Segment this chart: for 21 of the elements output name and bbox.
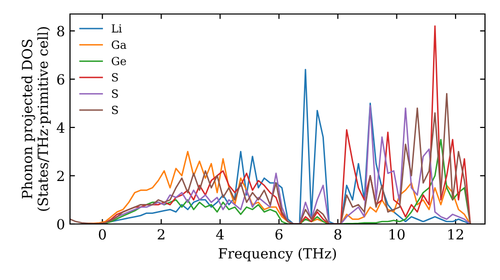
y-tick-label: 6 [57,74,64,85]
legend-label: Li [112,24,122,32]
x-tick-label: 12 [448,229,464,240]
legend-label: S [112,89,118,98]
x-tick-label: 6 [275,229,283,240]
y-tick-label: 8 [57,26,64,36]
x-tick-label: 0 [98,229,106,240]
x-tick-label: 2 [158,229,164,240]
x-tick-label: 4 [216,229,224,240]
x-tick-label: 8 [334,229,342,240]
y-tick-label: 2 [57,170,64,181]
legend-label: Ge [112,56,126,66]
y-tick-label: 4 [56,122,64,133]
y-tick-label: 0 [57,218,64,230]
legend-label: S [112,106,118,114]
x-axis-title: Frequency (THz) [218,248,336,262]
y-axis-title: Phonon projected DOS (States/THz·primitive cell) [22,27,51,211]
legend-label: Ga [112,40,126,49]
line-series [104,138,471,224]
x-tick-label: 10 [390,229,405,240]
legend-label: S [112,73,118,82]
